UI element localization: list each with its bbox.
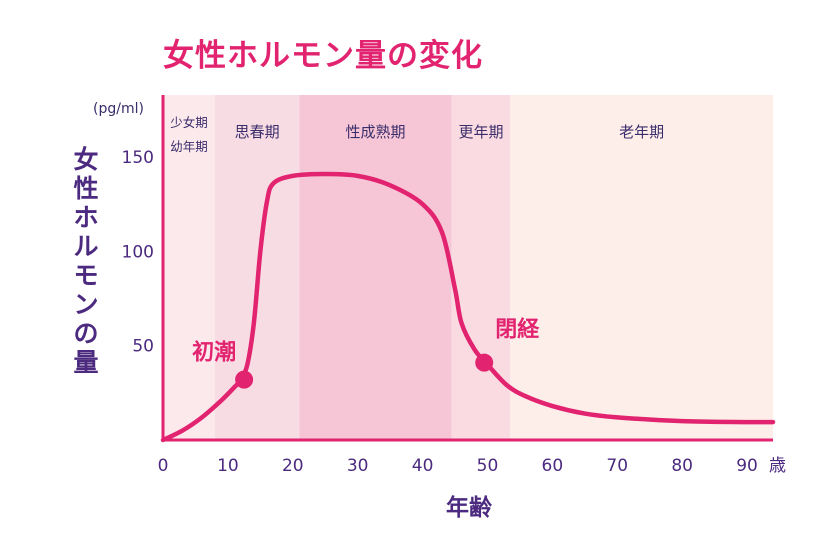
x-tick-label: 80 (671, 456, 693, 476)
x-tick-label: 50 (477, 456, 499, 476)
y-axis-label-char: ホ (73, 203, 98, 232)
y-tick-label: 150 (122, 148, 154, 168)
annotation-marker (475, 353, 494, 372)
x-unit-label: 歳 (769, 456, 786, 476)
x-tick-label: 40 (412, 456, 434, 476)
phase-band (451, 95, 511, 440)
annotation-marker (235, 370, 254, 389)
chart-title: 女性ホルモン量の変化 (163, 38, 483, 74)
y-axis-label-char: モ (73, 261, 98, 290)
y-axis-label-char: 量 (73, 348, 98, 377)
phase-label: 性成熟期 (346, 123, 406, 141)
axes (161, 95, 773, 442)
phase-label: 少女期 (170, 115, 208, 130)
y-axis-label-char: 性 (73, 174, 98, 203)
curve-layer (160, 171, 776, 443)
phase-band (510, 95, 773, 440)
phase-label: 老年期 (619, 123, 664, 141)
annotation-label: 初潮 (192, 340, 236, 366)
y-tick-label: 50 (132, 337, 154, 357)
phase-band (299, 95, 452, 440)
y-unit-label: (pg/ml) (93, 101, 144, 117)
phase-band (163, 95, 215, 440)
phase-label: 幼年期 (170, 139, 208, 154)
x-tick-label: 30 (347, 456, 369, 476)
x-tick-label: 20 (282, 456, 304, 476)
x-tick-label: 90 (736, 456, 758, 476)
y-axis-label-char: の (73, 319, 98, 348)
annotation-label: 閉経 (495, 317, 540, 343)
x-tick-label: 10 (217, 456, 239, 476)
phase-label: 更年期 (458, 123, 503, 141)
x-axis-label: 年齢 (446, 494, 492, 521)
x-tick-label: 70 (606, 456, 628, 476)
y-axis-label-char: 女 (73, 145, 98, 174)
y-tick-label: 100 (122, 242, 154, 262)
x-tick-label: 0 (158, 456, 169, 476)
labels: 0 10 20 30 40 50 60 70 80 90 歳 50 100 150 (pg/ml) 女性ホルモ… (73, 101, 786, 521)
phase-label: 思春期 (235, 123, 280, 141)
y-axis-label-char: ル (73, 232, 98, 261)
x-tick-label: 60 (542, 456, 564, 476)
y-axis-label-char: ン (73, 290, 98, 319)
